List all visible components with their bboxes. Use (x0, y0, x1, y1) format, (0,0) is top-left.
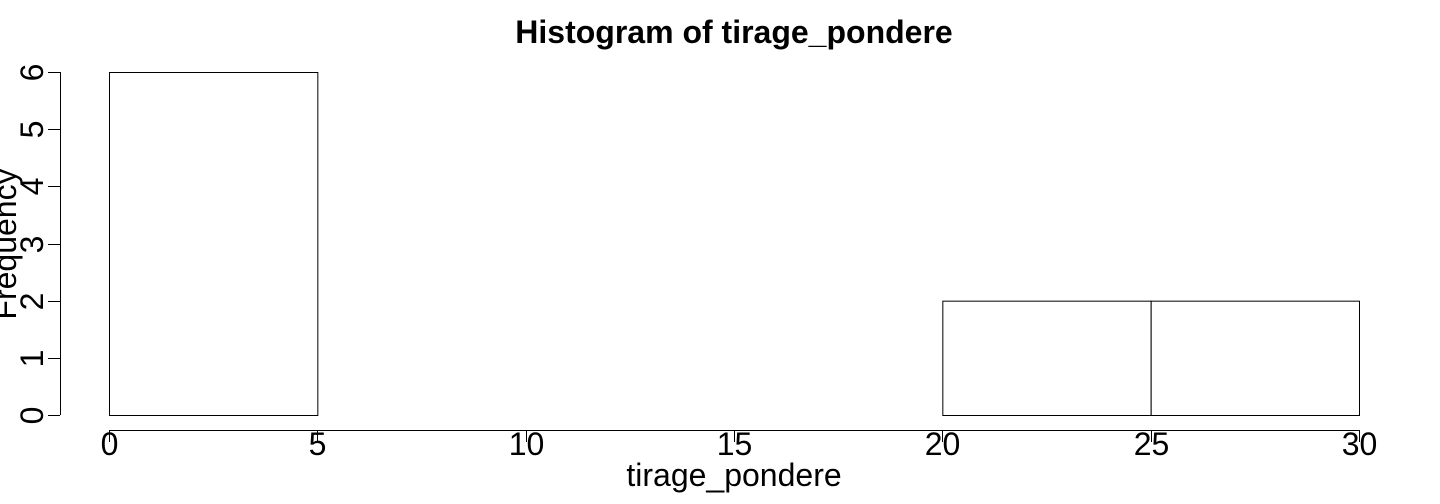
x-axis-label: tirage_pondere (626, 457, 841, 493)
histogram-bars (109, 72, 1360, 416)
x-tick-label: 0 (101, 426, 119, 462)
histogram-bar (109, 72, 319, 416)
y-tick-label: 5 (14, 121, 50, 139)
y-axis-label: Frequency (0, 168, 23, 319)
x-tick-label: 15 (717, 426, 753, 462)
histogram-bar (942, 300, 1152, 416)
x-tick-label: 10 (509, 426, 545, 462)
x-tick-label: 25 (1134, 426, 1170, 462)
chart-title: Histogram of tirage_pondere (515, 14, 952, 50)
x-tick-label: 5 (309, 426, 327, 462)
x-tick-label: 20 (925, 426, 961, 462)
y-tick-label: 1 (14, 350, 50, 368)
histogram-bar (1150, 300, 1360, 416)
y-tick-label: 2 (14, 293, 50, 311)
x-axis: 0 5 10 15 20 25 30 (101, 426, 1378, 462)
y-tick-label: 6 (14, 64, 50, 82)
x-tick-label: 30 (1342, 426, 1378, 462)
y-axis: 0 1 2 3 4 5 6 (14, 64, 61, 425)
y-tick-label: 0 (14, 407, 50, 425)
y-tick-label: 4 (14, 178, 50, 196)
y-tick-label: 3 (14, 236, 50, 254)
